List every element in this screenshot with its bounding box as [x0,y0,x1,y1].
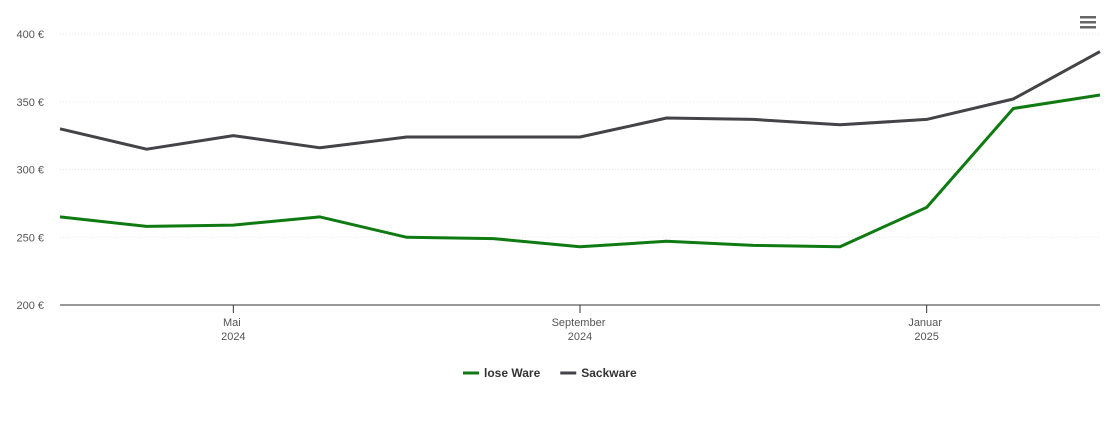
menu-bar [1080,16,1096,19]
y-tick-label: 300 € [16,165,44,177]
x-tick-label-line: Mai [223,317,244,329]
menu-bar [1080,26,1096,29]
y-tick-label: 250 € [16,232,44,244]
x-tick-label-line: September [552,317,609,329]
x-tick-label-line: 2025 [914,331,938,343]
y-tick-label: 350 € [16,97,44,109]
legend-item[interactable]: Sackware [560,366,637,380]
x-tick-label-line: 2024 [568,331,592,343]
y-tick-label: 200 € [16,300,44,312]
menu-icon[interactable] [1080,16,1096,29]
x-tick-label-line: 2024 [221,331,245,343]
series-line [59,93,1101,249]
legend-item[interactable]: lose Ware [463,366,541,380]
series-line [59,50,1101,151]
x-tick-label: Mai 2024 [221,317,245,343]
x-tick-label-line: Januar [908,317,945,329]
x-tick-label: September 2024 [552,317,609,343]
legend: lose Ware Sackware [463,366,637,380]
legend-label: lose Ware [484,366,541,380]
legend-label: Sackware [581,366,637,380]
menu-bar [1080,21,1096,24]
x-tick-label: Januar 2025 [908,317,945,343]
y-tick-label: 400 € [16,29,44,41]
